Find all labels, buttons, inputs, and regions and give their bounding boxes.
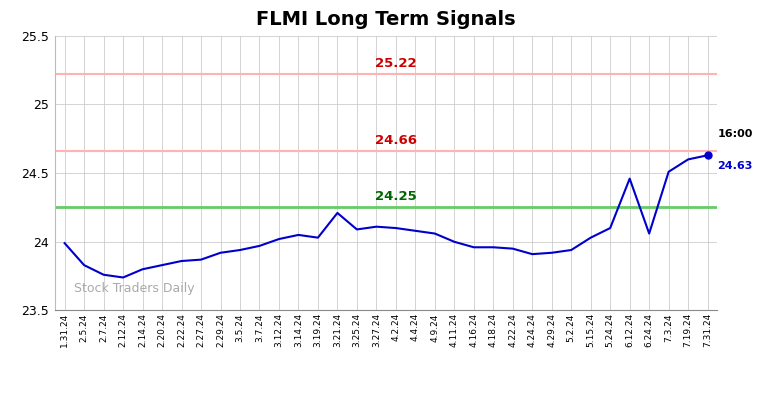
Text: 25.22: 25.22 [375, 57, 416, 70]
Text: Stock Traders Daily: Stock Traders Daily [74, 282, 195, 295]
Text: 16:00: 16:00 [717, 129, 753, 139]
Text: 24.66: 24.66 [375, 134, 417, 147]
Text: 24.25: 24.25 [375, 190, 417, 203]
Text: 24.63: 24.63 [717, 161, 753, 171]
Title: FLMI Long Term Signals: FLMI Long Term Signals [256, 10, 516, 29]
